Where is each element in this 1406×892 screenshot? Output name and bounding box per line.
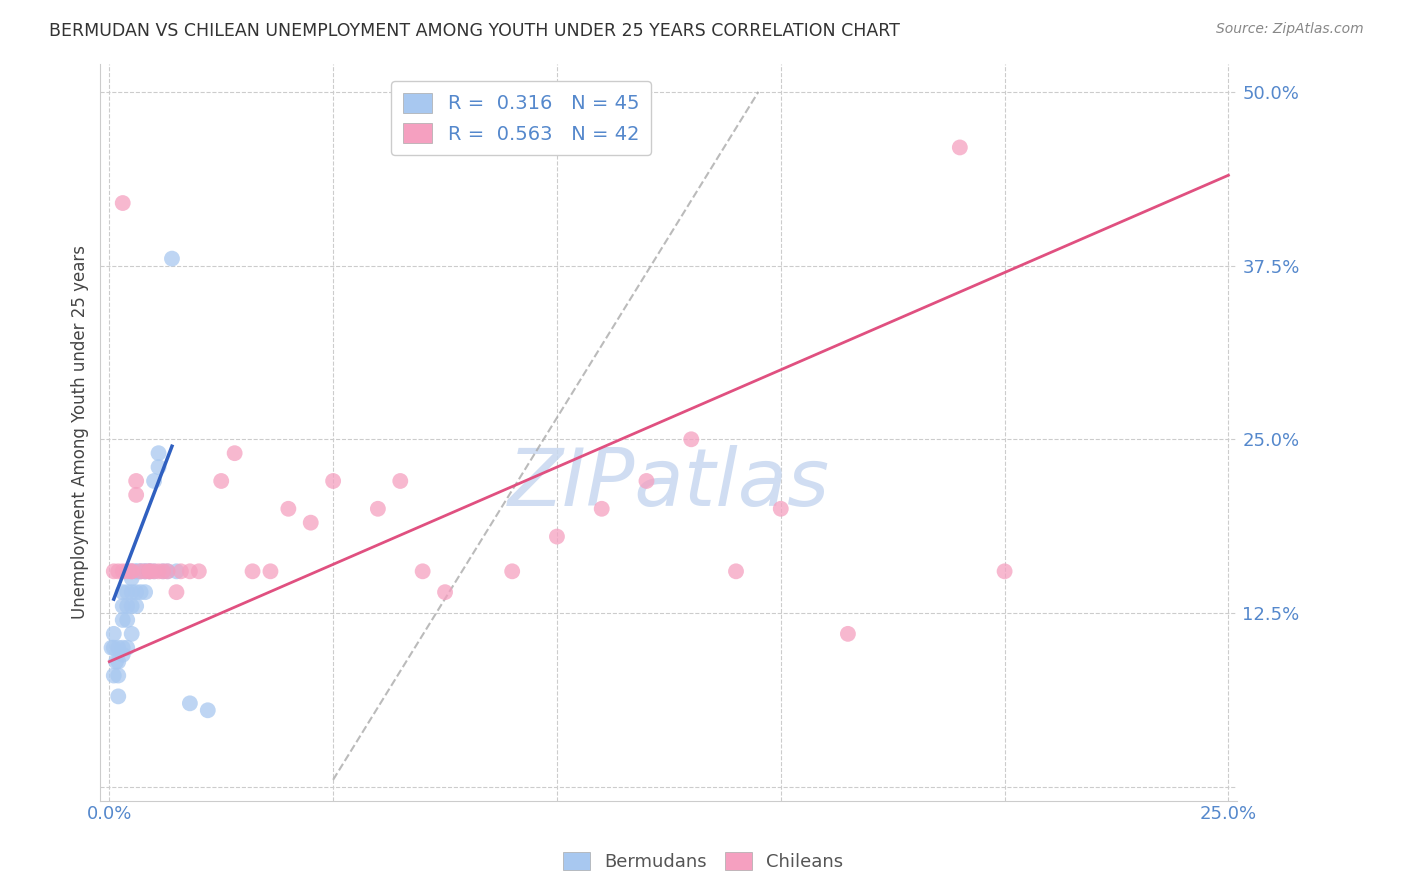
Point (134, 585, 156, 599)
Point (434, 585, 457, 599)
Point (138, 564, 160, 578)
Point (367, 501, 389, 516)
Point (165, 564, 187, 578)
Point (125, 474, 148, 488)
Point (125, 599, 148, 613)
Point (115, 585, 138, 599)
Point (111, 613, 134, 627)
Point (299, 516, 322, 530)
Point (115, 613, 138, 627)
Legend: Bermudans, Chileans: Bermudans, Chileans (555, 845, 851, 879)
Point (107, 668, 129, 682)
Point (111, 648, 134, 662)
Point (111, 196, 134, 211)
Point (105, 655, 128, 669)
Point (179, 696, 201, 710)
Point (152, 564, 174, 578)
Point (224, 446, 246, 460)
Point (115, 640, 138, 655)
Point (121, 571, 143, 585)
Point (259, 564, 281, 578)
Point (111, 599, 134, 613)
Point (277, 501, 299, 516)
Point (143, 564, 166, 578)
Text: BERMUDAN VS CHILEAN UNEMPLOYMENT AMONG YOUTH UNDER 25 YEARS CORRELATION CHART: BERMUDAN VS CHILEAN UNEMPLOYMENT AMONG Y… (49, 22, 900, 40)
Point (156, 564, 179, 578)
Point (121, 564, 143, 578)
Legend: R =  0.316   N = 45, R =  0.563   N = 42: R = 0.316 N = 45, R = 0.563 N = 42 (391, 81, 651, 155)
Point (148, 446, 170, 460)
Point (152, 564, 174, 578)
Point (837, 627, 859, 641)
Point (103, 564, 125, 578)
Point (197, 703, 219, 717)
Point (156, 564, 179, 578)
Point (143, 474, 166, 488)
Point (115, 564, 138, 578)
Point (125, 564, 148, 578)
Point (546, 530, 568, 544)
Point (129, 585, 152, 599)
Text: Source: ZipAtlas.com: Source: ZipAtlas.com (1216, 22, 1364, 37)
Point (165, 585, 187, 599)
Point (125, 564, 148, 578)
Point (103, 627, 125, 641)
Point (121, 585, 143, 599)
Point (138, 564, 160, 578)
Point (636, 474, 658, 488)
Point (103, 668, 125, 682)
Point (148, 460, 170, 475)
Point (129, 564, 152, 578)
Point (134, 564, 156, 578)
Point (121, 627, 143, 641)
Point (111, 640, 134, 655)
Point (125, 585, 148, 599)
Point (138, 564, 160, 578)
Point (121, 599, 143, 613)
Point (769, 501, 792, 516)
Point (591, 501, 613, 516)
Y-axis label: Unemployment Among Youth under 25 years: Unemployment Among Youth under 25 years (72, 245, 89, 619)
Point (107, 690, 129, 704)
Point (179, 564, 201, 578)
Point (949, 140, 972, 154)
Point (107, 640, 129, 655)
Point (125, 488, 148, 502)
Point (129, 564, 152, 578)
Point (121, 564, 143, 578)
Text: ZIPatlas: ZIPatlas (508, 445, 830, 523)
Point (242, 564, 264, 578)
Point (148, 564, 170, 578)
Point (170, 564, 193, 578)
Point (134, 564, 156, 578)
Point (129, 564, 152, 578)
Point (160, 252, 183, 266)
Point (103, 640, 125, 655)
Point (111, 564, 134, 578)
Point (107, 655, 129, 669)
Point (389, 474, 412, 488)
Point (187, 564, 209, 578)
Point (111, 585, 134, 599)
Point (209, 474, 232, 488)
Point (412, 564, 434, 578)
Point (115, 599, 138, 613)
Point (724, 564, 747, 578)
Point (134, 564, 156, 578)
Point (322, 474, 344, 488)
Point (138, 564, 160, 578)
Point (143, 564, 166, 578)
Point (100, 640, 122, 655)
Point (994, 564, 1017, 578)
Point (121, 564, 143, 578)
Point (107, 564, 129, 578)
Point (501, 564, 523, 578)
Point (681, 432, 703, 446)
